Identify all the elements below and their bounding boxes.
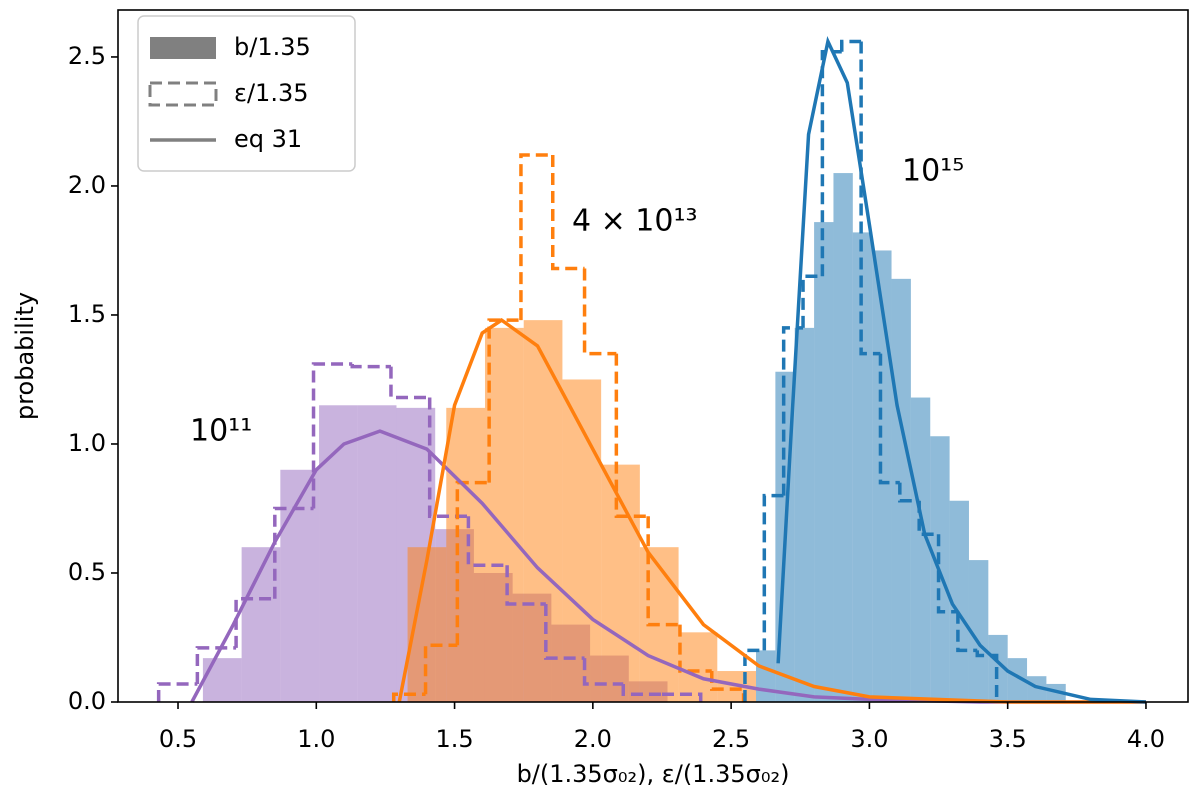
hist-step	[661, 692, 703, 702]
hist-step	[234, 597, 275, 648]
hist-step	[582, 658, 624, 686]
y-tick-label: 1.5	[68, 300, 106, 328]
hist-step	[898, 482, 920, 503]
curve	[190, 429, 1146, 704]
hist-bar	[794, 327, 815, 702]
hist-step	[801, 274, 823, 328]
hist-bar	[910, 397, 931, 702]
hist-bar	[852, 232, 873, 702]
hist-step	[389, 366, 430, 400]
x-axis-label: b/(1.35σ₀₂), ε/(1.35σ₀₂)	[517, 760, 790, 788]
hist-step	[350, 363, 391, 369]
hist-step	[505, 565, 546, 606]
hist-step	[621, 683, 662, 697]
plot-frame	[117, 9, 1189, 703]
hist-bar	[814, 222, 834, 703]
hist-step	[878, 353, 900, 485]
legend-label: b/1.35	[234, 33, 311, 61]
y-tick-label: 2.5	[68, 42, 106, 70]
legend-label: eq 31	[234, 125, 302, 153]
x-tick-label: 3.0	[850, 725, 888, 753]
hist-step	[487, 318, 521, 483]
hist-step	[936, 534, 958, 614]
legend-label: ε/1.35	[234, 79, 309, 107]
hist-step	[859, 41, 881, 356]
hist-bar	[968, 560, 989, 702]
hist-bar	[833, 173, 853, 702]
hist-bar	[446, 407, 485, 702]
x-tick-label: 0.5	[159, 725, 197, 753]
y-tick-label: 0.0	[68, 687, 106, 715]
legend-swatch	[148, 81, 218, 107]
hist-bar	[562, 379, 602, 702]
hist-bar	[319, 405, 358, 702]
hist-bar	[756, 650, 776, 702]
hist-step	[614, 353, 649, 518]
curve	[397, 318, 1146, 704]
y-axis-label: probability	[11, 292, 39, 420]
hist-step	[582, 268, 617, 356]
annotation: 4 × 10¹³	[572, 204, 698, 239]
hist-step	[550, 155, 585, 271]
curve	[776, 35, 1147, 704]
hist-step	[678, 624, 712, 673]
hist-step	[273, 506, 314, 599]
hist-step	[311, 362, 353, 509]
x-tick-label: 2.0	[574, 725, 612, 753]
hist-step	[519, 153, 553, 321]
hist-step	[840, 39, 862, 52]
hist-step	[156, 682, 198, 702]
legend-swatch	[150, 37, 216, 59]
hist-step	[427, 397, 469, 518]
hist-step	[195, 646, 237, 684]
y-tick-label: 0.5	[68, 558, 106, 586]
hist-step	[743, 648, 765, 702]
x-tick-label: 1.5	[435, 725, 473, 753]
annotation: 10¹¹	[190, 414, 252, 449]
hist-bar	[1007, 658, 1028, 702]
y-tick-label: 2.0	[68, 171, 106, 199]
x-tick-label: 1.0	[297, 725, 335, 753]
x-tick-label: 4.0	[1127, 725, 1165, 753]
hist-step	[544, 603, 585, 660]
hist-bar	[872, 250, 892, 702]
hist-step	[956, 611, 978, 653]
hist-step	[762, 493, 784, 651]
x-tick-label: 3.5	[989, 725, 1027, 753]
hist-step	[466, 516, 508, 568]
x-tick-label: 2.5	[712, 725, 750, 753]
hist-bar	[202, 658, 242, 702]
hist-bar	[678, 632, 718, 702]
hist-bar	[523, 320, 563, 702]
hist-step	[820, 50, 842, 277]
y-tick-label: 1.0	[68, 429, 106, 457]
hist-bar	[357, 405, 397, 702]
hist-step	[975, 650, 999, 702]
hist-step	[391, 692, 426, 702]
annotation: 10¹⁵	[902, 154, 964, 189]
hist-step	[455, 480, 490, 646]
